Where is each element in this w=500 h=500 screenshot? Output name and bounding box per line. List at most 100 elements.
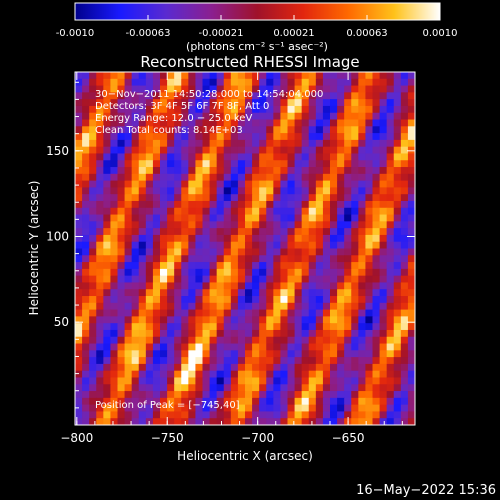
- heatmap-cell: [358, 343, 367, 351]
- heatmap-cell: [202, 133, 211, 141]
- heatmap-cell: [195, 282, 204, 290]
- heatmap-cell: [344, 92, 352, 100]
- heatmap-cell: [216, 112, 225, 121]
- heatmap-cell: [216, 228, 225, 236]
- plot-frame: [74, 71, 416, 426]
- heatmap-cell: [131, 309, 140, 317]
- heatmap-cell: [117, 146, 126, 155]
- heatmap-cell: [223, 357, 232, 365]
- heatmap-cell: [160, 268, 168, 277]
- heatmap-cell: [124, 207, 133, 216]
- heatmap-cell: [82, 85, 90, 93]
- heatmap-cell: [188, 302, 197, 311]
- heatmap-cell: [82, 377, 90, 385]
- heatmap-cell: [386, 133, 395, 141]
- heatmap-cell: [188, 282, 197, 290]
- heatmap-cell: [245, 228, 253, 236]
- heatmap-cell: [103, 241, 112, 250]
- heatmap-cell: [273, 350, 282, 358]
- heatmap-cell: [245, 316, 253, 324]
- heatmap-cell: [124, 329, 133, 338]
- heatmap-cell: [103, 418, 112, 425]
- heatmap-cell: [322, 200, 331, 209]
- heatmap-cell: [379, 112, 388, 121]
- heatmap-cell: [124, 268, 133, 277]
- heatmap-cell: [273, 173, 282, 182]
- heatmap-cell: [195, 167, 204, 175]
- heatmap-cell: [337, 282, 345, 290]
- heatmap-cell: [174, 248, 182, 256]
- heatmap-cell: [117, 160, 126, 168]
- heatmap-cell: [202, 92, 211, 100]
- heatmap-cell: [379, 411, 388, 419]
- heatmap-cell: [145, 241, 154, 250]
- heatmap-cell: [174, 214, 182, 222]
- heatmap-cell: [202, 255, 211, 263]
- heatmap-cell: [330, 153, 338, 161]
- heatmap-cell: [259, 336, 267, 345]
- heatmap-cell: [280, 391, 289, 399]
- heatmap-cell: [96, 99, 104, 107]
- heatmap-cell: [372, 377, 381, 385]
- heatmap-cell: [245, 241, 253, 250]
- heatmap-cell: [145, 255, 154, 263]
- heatmap-cell: [167, 275, 175, 284]
- heatmap-cell: [209, 234, 218, 243]
- heatmap-cell: [294, 85, 303, 93]
- heatmap-cell: [75, 207, 83, 216]
- heatmap-cell: [152, 363, 161, 372]
- heatmap-cell: [393, 377, 402, 385]
- heatmap-cell: [372, 92, 381, 100]
- heatmap-cell: [223, 241, 232, 250]
- heatmap-cell: [337, 214, 345, 222]
- heatmap-cell: [202, 105, 211, 114]
- heatmap-cell: [110, 262, 119, 270]
- heatmap-cell: [400, 397, 409, 406]
- heatmap-cell: [351, 255, 359, 263]
- heatmap-cell: [358, 214, 367, 222]
- heatmap-cell: [223, 255, 232, 263]
- heatmap-cell: [145, 411, 154, 419]
- heatmap-cell: [301, 146, 310, 155]
- heatmap-cell: [89, 194, 97, 202]
- heatmap-cell: [252, 255, 260, 263]
- heatmap-cell: [372, 105, 381, 114]
- heatmap-cell: [152, 377, 161, 385]
- heatmap-cell: [330, 105, 338, 114]
- heatmap-cell: [110, 391, 119, 399]
- heatmap-cell: [252, 343, 260, 351]
- heatmap-cell: [330, 397, 338, 406]
- heatmap-cell: [379, 207, 388, 216]
- heatmap-cell: [252, 180, 260, 189]
- heatmap-cell: [167, 85, 175, 93]
- heatmap-cell: [259, 248, 267, 256]
- heatmap-cell: [273, 391, 282, 399]
- heatmap-cell: [202, 316, 211, 324]
- heatmap-cell: [167, 357, 175, 365]
- heatmap-cell: [358, 99, 367, 107]
- heatmap-cell: [315, 411, 324, 419]
- heatmap-cell: [280, 228, 289, 236]
- heatmap-cell: [167, 139, 175, 148]
- heatmap-cell: [273, 296, 282, 304]
- heatmap-cell: [174, 105, 182, 114]
- heatmap-cell: [82, 262, 90, 270]
- heatmap-cell: [351, 112, 359, 121]
- heatmap-cell: [351, 296, 359, 304]
- heatmap-cell: [386, 105, 395, 114]
- heatmap-cell: [330, 180, 338, 189]
- heatmap-cell: [237, 377, 246, 385]
- heatmap-cell: [131, 105, 140, 114]
- heatmap-cell: [344, 234, 352, 243]
- heatmap-cell: [82, 126, 90, 134]
- heatmap-cell: [280, 133, 289, 141]
- heatmap-cell: [308, 146, 317, 155]
- heatmap-cell: [131, 404, 140, 413]
- heatmap-cell: [209, 139, 218, 148]
- heatmap-cell: [252, 112, 260, 121]
- heatmap-cell: [400, 133, 409, 141]
- heatmap-cell: [344, 404, 352, 413]
- heatmap-cell: [245, 275, 253, 284]
- heatmap-cell: [202, 194, 211, 202]
- heatmap-cell: [322, 248, 331, 256]
